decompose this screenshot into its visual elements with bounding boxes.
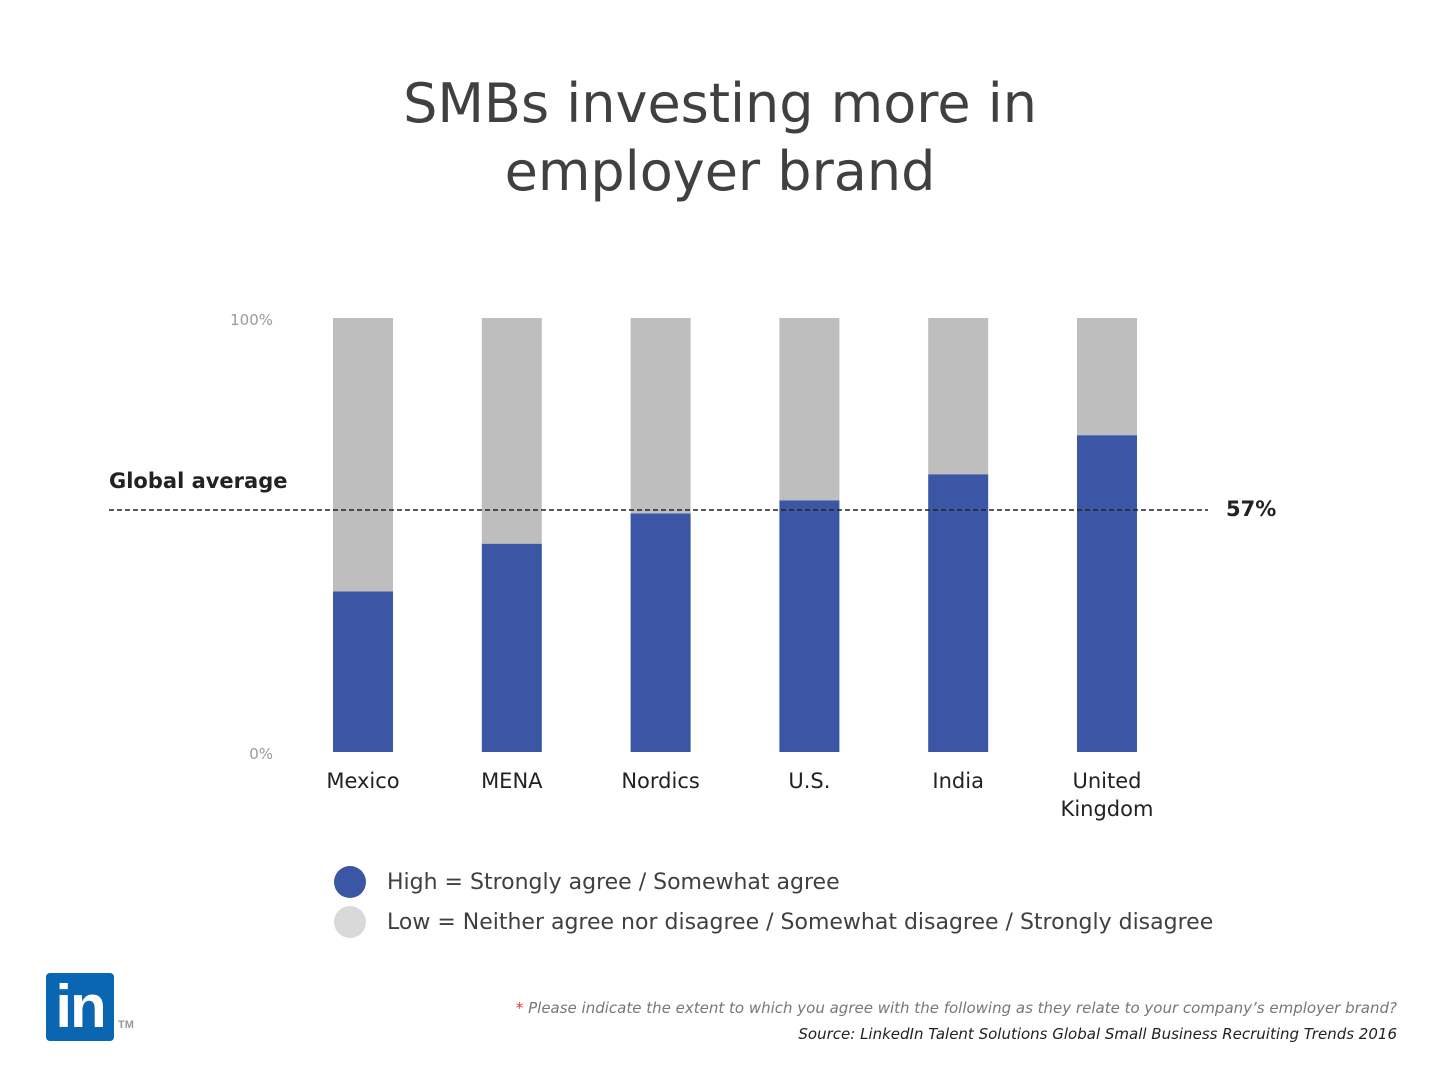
bar-chart: Mexico MENA Nordics U.S. India United Kingdom 0… [109,311,1276,821]
footnote: * Please indicate the extent to which yo… [516,999,1397,1017]
bar-high-3 [779,500,840,752]
bar-high-1 [481,543,542,752]
legend-swatch-low [334,906,366,938]
x-tick-label-2: Nordics [621,769,699,793]
y-tick-label-0: 0% [249,745,273,763]
bar-low-1 [481,318,542,544]
x-tick-label-3: U.S. [788,769,830,793]
x-tick-label-5: United Kingdom [1061,769,1154,821]
bar-low-4 [928,318,989,475]
trademark-mark: TM [118,1019,134,1031]
legend: High = Strongly agree / Somewhat agree L… [334,862,1213,942]
chart-title-line-2: employer brand [504,140,936,203]
legend-item-high: High = Strongly agree / Somewhat agree [334,862,1213,902]
bar-high-5 [1077,435,1137,752]
chart-title-line-1: SMBs investing more in [403,72,1037,135]
global-average-label: Global average [109,469,287,493]
bar-high-4 [928,474,989,752]
bar-high-2 [630,513,691,752]
bar-low-0 [333,318,393,592]
legend-label-low: Low = Neither agree nor disagree / Somew… [387,909,1214,935]
legend-swatch-high [334,866,366,898]
chart-title: SMBs investing more in employer brand [0,70,1440,206]
source-note: Source: LinkedIn Talent Solutions Global… [798,1025,1397,1043]
global-average-value: 57% [1226,497,1276,521]
footnote-text: Please indicate the extent to which you … [523,999,1397,1017]
bar-low-3 [779,318,840,501]
y-tick-label-1: 100% [230,311,273,329]
bar-low-5 [1077,318,1137,436]
x-tick-label-0: Mexico [326,769,399,793]
footnote-star: * [515,999,524,1017]
bar-high-0 [333,591,393,752]
bar-low-2 [630,318,691,514]
x-tick-label-1: MENA [481,769,543,793]
linkedin-logo: in [46,973,114,1041]
x-tick-label-4: India [932,769,984,793]
legend-label-high: High = Strongly agree / Somewhat agree [387,869,840,895]
legend-item-low: Low = Neither agree nor disagree / Somew… [334,902,1213,942]
